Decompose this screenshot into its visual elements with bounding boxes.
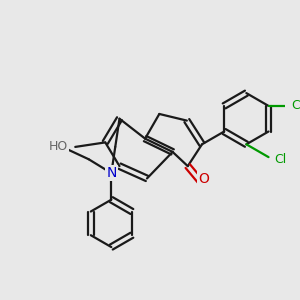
Text: Cl: Cl <box>274 154 286 166</box>
Text: O: O <box>199 172 209 186</box>
Text: N: N <box>106 166 116 180</box>
Text: HO: HO <box>48 140 68 153</box>
Text: Cl: Cl <box>291 99 300 112</box>
